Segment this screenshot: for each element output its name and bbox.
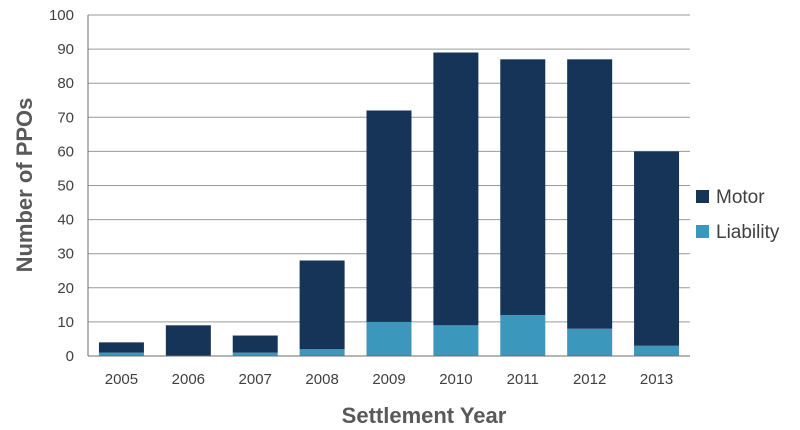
bar-motor-2009 [366,110,412,322]
x-tick-label: 2006 [172,371,205,388]
x-tick-label: 2005 [105,371,138,388]
y-tick-label: 90 [57,41,74,58]
bar-motor-2010 [433,52,479,326]
y-tick-label: 60 [57,143,74,160]
y-axis-title: Number of PPOs [12,98,37,273]
bar-liability-2011 [500,315,546,356]
legend-label-liability: Liability [716,222,780,243]
bar-motor-2005 [98,342,144,353]
bars [98,52,680,356]
bar-motor-2008 [299,260,345,350]
y-tick-labels: 0 10 20 30 40 50 60 70 80 90 100 [49,7,74,365]
y-tick-label: 80 [57,75,74,92]
legend-swatch-motor [696,190,709,203]
bar-motor-2007 [232,335,278,353]
y-tick-label: 40 [57,212,74,229]
x-tick-label: 2010 [439,371,472,388]
x-tick-label: 2011 [507,371,539,388]
axes [87,15,690,357]
legend-label-motor: Motor [716,187,765,208]
y-tick-label: 30 [57,246,74,263]
x-axis-title: Settlement Year [342,403,507,428]
y-tick-label: 10 [57,314,74,331]
x-tick-label: 2008 [305,371,338,388]
y-tick-label: 0 [66,348,74,365]
bar-motor-2011 [500,59,546,316]
x-tick-label: 2009 [372,371,405,388]
bar-liability-2009 [366,321,412,356]
bar-motor-2012 [567,59,613,329]
bar-liability-2010 [433,325,479,356]
bar-liability-2005 [98,352,144,356]
bar-liability-2013 [634,345,680,356]
legend-swatch-liability [696,225,709,238]
y-tick-label: 50 [57,178,74,195]
legend: Motor Liability [696,187,780,243]
x-tick-label: 2013 [640,371,673,388]
x-tick-labels: 2005 2006 2007 2008 2009 2010 2011 2012 2013 [105,371,673,388]
y-tick-label: 100 [49,7,74,24]
bar-liability-2008 [299,349,345,356]
bar-liability-2012 [567,328,613,356]
bar-motor-2013 [634,151,680,346]
x-tick-label: 2012 [573,371,606,388]
y-tick-label: 20 [57,280,74,297]
y-tick-label: 70 [57,109,74,126]
bar-motor-2006 [165,325,211,356]
bar-liability-2007 [232,352,278,356]
x-tick-label: 2007 [239,371,272,388]
